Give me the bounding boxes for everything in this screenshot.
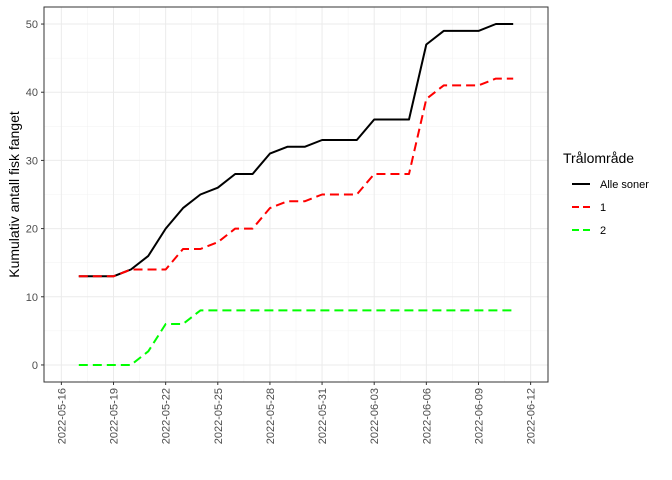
major-grid <box>44 7 548 382</box>
y-tick-label: 10 <box>26 292 38 304</box>
y-tick-label: 50 <box>26 19 38 31</box>
x-tick-label: 2022-05-19 <box>109 388 121 444</box>
legend-label-alle-soner: Alle soner <box>600 179 649 191</box>
x-tick-label: 2022-05-28 <box>265 388 277 444</box>
legend-label-2: 2 <box>600 225 606 237</box>
x-tick-label: 2022-06-03 <box>369 388 381 444</box>
y-axis-title: Kumulativ antall fisk fanget <box>6 111 22 278</box>
x-tick-label: 2022-05-31 <box>317 388 329 444</box>
legend-label-1: 1 <box>600 202 606 214</box>
series-line-alle-soner <box>78 23 514 278</box>
x-tick-label: 2022-05-22 <box>161 388 173 444</box>
series-lines <box>78 23 514 366</box>
series-line-2 <box>78 309 514 366</box>
x-tick-label: 2022-05-16 <box>56 388 68 444</box>
y-tick-label: 20 <box>26 224 38 236</box>
legend-items: Alle soner 1 2 <box>572 179 649 237</box>
series-line-1 <box>78 77 514 278</box>
x-tick-label: 2022-06-12 <box>526 388 538 444</box>
x-tick-label: 2022-05-25 <box>213 388 225 444</box>
y-tick-label: 0 <box>32 360 38 372</box>
legend: Trålområde Alle soner 1 2 <box>563 150 649 237</box>
y-tick-label: 30 <box>26 155 38 167</box>
x-tick-label: 2022-06-09 <box>473 388 485 444</box>
x-tick-label: 2022-06-06 <box>421 388 433 444</box>
legend-title: Trålområde <box>563 150 634 166</box>
y-tick-label: 40 <box>26 87 38 99</box>
x-axis: 2022-05-16 2022-05-19 2022-05-22 2022-05-25… <box>56 382 538 444</box>
plot-border <box>43 6 549 383</box>
y-axis: 0 10 20 30 40 50 <box>26 19 44 372</box>
